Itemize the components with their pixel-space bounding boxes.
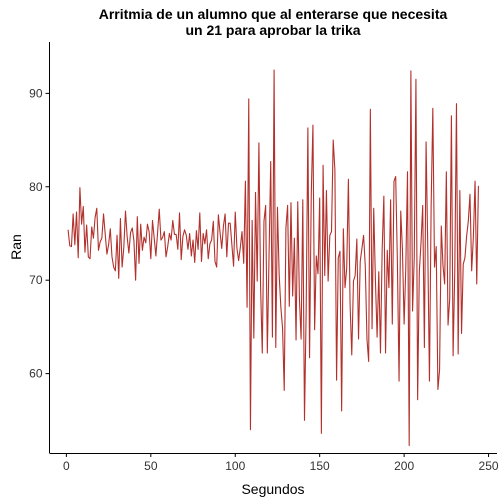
x-tick-label: 150	[310, 459, 330, 473]
y-tick-label: 60	[29, 367, 43, 381]
x-tick-label: 250	[479, 459, 499, 473]
y-tick-label: 90	[29, 86, 43, 100]
x-tick-label: 0	[63, 459, 70, 473]
y-axis-ticks: 60 70 80 90	[29, 86, 50, 381]
plot-area	[67, 69, 479, 447]
series-line	[67, 69, 479, 447]
x-axis-ticks: 0 50 100 150 200 250	[63, 453, 499, 473]
y-axis-title: Ran	[8, 234, 24, 260]
chart-title-line-1: Arritmia de un alumno que al enterarse q…	[99, 6, 448, 22]
x-axis-title: Segundos	[241, 481, 304, 497]
y-tick-label: 80	[29, 180, 43, 194]
x-tick-label: 50	[144, 459, 158, 473]
chart-title-line-2: un 21 para aprobar la trika	[185, 22, 360, 38]
x-tick-label: 100	[225, 459, 245, 473]
y-tick-label: 70	[29, 273, 43, 287]
x-tick-label: 200	[394, 459, 414, 473]
